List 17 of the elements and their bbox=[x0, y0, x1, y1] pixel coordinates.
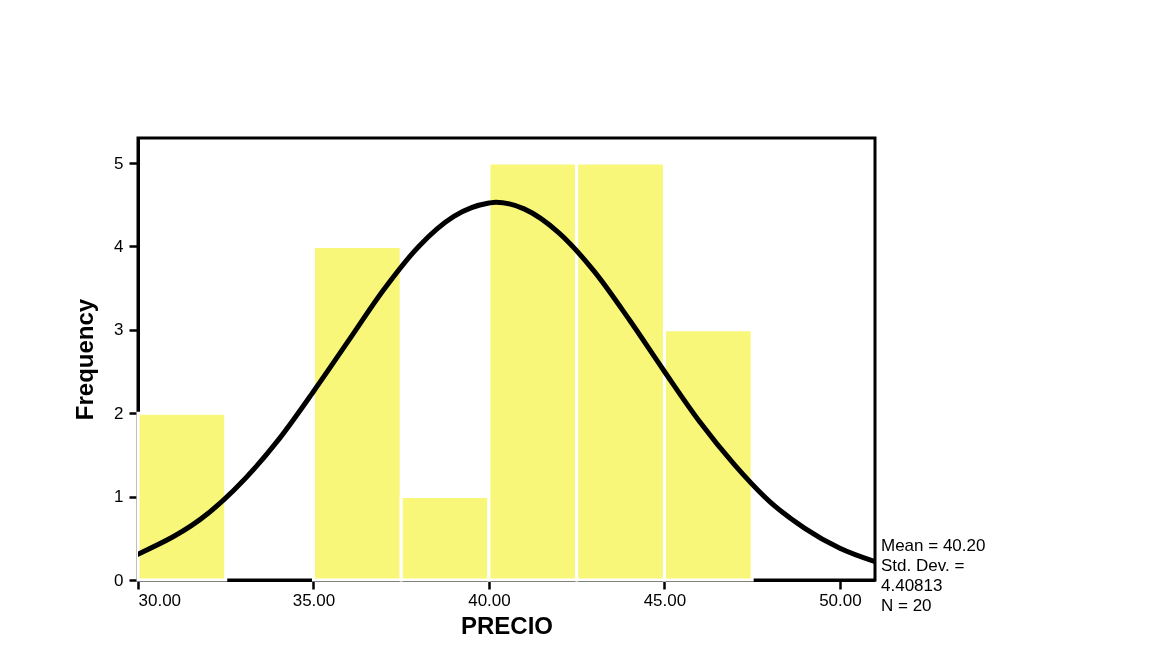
x-tick-label: 50.00 bbox=[819, 590, 862, 610]
x-tick-label: 40.00 bbox=[468, 590, 511, 610]
text: 4.40813 bbox=[881, 576, 943, 595]
x-tick-label: 35.00 bbox=[292, 590, 336, 610]
x-tick-label: 45.00 bbox=[643, 590, 687, 610]
y-tick-label: 2 bbox=[114, 403, 124, 423]
y-tick-label: 1 bbox=[114, 487, 124, 507]
text: N = 20 bbox=[881, 596, 932, 615]
y-tick-label: 0 bbox=[114, 570, 124, 590]
text: Mean = 40.20 bbox=[881, 536, 986, 555]
y-tick-label: 3 bbox=[114, 320, 124, 340]
y-tick-label: 5 bbox=[114, 153, 124, 173]
x-tick-label: 30.00 bbox=[138, 590, 182, 610]
text: Std. Dev. = bbox=[881, 556, 965, 575]
x-axis-title: PRECIO bbox=[460, 611, 554, 639]
y-axis-title: Frequency bbox=[71, 298, 99, 421]
y-tick-label: 4 bbox=[114, 236, 124, 256]
